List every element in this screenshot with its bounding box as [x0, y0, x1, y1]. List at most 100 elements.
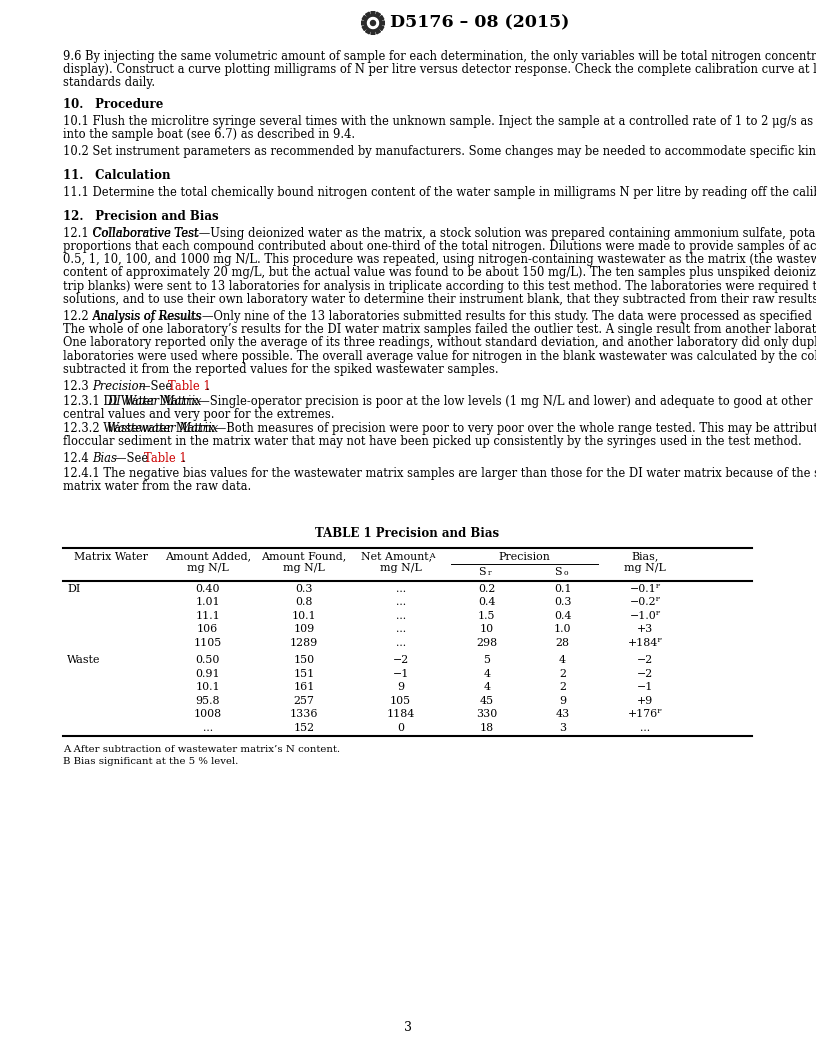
Text: 109: 109: [294, 624, 315, 635]
Text: 151: 151: [294, 668, 315, 679]
Text: 10.1: 10.1: [195, 682, 220, 692]
Text: mg N/L: mg N/L: [379, 563, 422, 572]
Text: ...: ...: [396, 597, 406, 607]
Text: +176ᴾ: +176ᴾ: [628, 710, 663, 719]
Text: subtracted it from the reported values for the spiked wastewater samples.: subtracted it from the reported values f…: [63, 363, 499, 376]
Text: 12. Precision and Bias: 12. Precision and Bias: [63, 210, 219, 223]
Text: 18: 18: [480, 722, 494, 733]
Text: 0.91: 0.91: [195, 668, 220, 679]
Text: ...: ...: [640, 722, 650, 733]
Text: −1.0ᴾ: −1.0ᴾ: [629, 610, 661, 621]
Text: One laboratory reported only the average of its three readings, without standard: One laboratory reported only the average…: [63, 337, 816, 350]
Text: matrix water from the raw data.: matrix water from the raw data.: [63, 480, 251, 493]
Text: 1.0: 1.0: [554, 624, 571, 635]
Text: 0.2: 0.2: [478, 584, 495, 593]
Text: 330: 330: [476, 710, 498, 719]
Text: 2: 2: [559, 668, 566, 679]
Text: 12.3.1 DI Water Matrix—Single-operator precision is poor at the low levels (1 mg: 12.3.1 DI Water Matrix—Single-operator p…: [63, 395, 816, 409]
Text: solutions, and to use their own laboratory water to determine their instrument b: solutions, and to use their own laborato…: [63, 293, 816, 306]
Text: 3: 3: [404, 1021, 412, 1034]
Text: 161: 161: [294, 682, 315, 692]
Text: 1289: 1289: [290, 638, 318, 647]
Text: 150: 150: [294, 655, 315, 665]
Text: Amount Found,: Amount Found,: [261, 551, 347, 562]
Text: DI Water Matrix: DI Water Matrix: [107, 395, 202, 409]
Text: 12.4: 12.4: [63, 452, 100, 465]
Text: 1336: 1336: [290, 710, 318, 719]
Text: mg N/L: mg N/L: [187, 563, 228, 572]
Text: 2: 2: [559, 682, 566, 692]
Text: −1: −1: [392, 668, 409, 679]
Text: 0.8: 0.8: [295, 597, 313, 607]
Text: 1.01: 1.01: [195, 597, 220, 607]
Text: Collaborative Test: Collaborative Test: [93, 227, 198, 240]
Text: o: o: [564, 568, 568, 577]
Text: 0: 0: [397, 722, 404, 733]
Polygon shape: [370, 20, 375, 25]
Text: standards daily.: standards daily.: [63, 76, 155, 90]
Text: —See: —See: [115, 452, 152, 465]
Text: 28: 28: [556, 638, 570, 647]
Text: 0.4: 0.4: [554, 610, 571, 621]
Text: 10.1: 10.1: [292, 610, 317, 621]
Text: mg N/L: mg N/L: [283, 563, 325, 572]
Text: ...: ...: [396, 610, 406, 621]
Text: −0.1ᴾ: −0.1ᴾ: [629, 584, 661, 593]
Text: .: .: [182, 452, 186, 465]
Text: 4: 4: [483, 682, 490, 692]
Text: 45: 45: [480, 696, 494, 705]
Text: Net Amount,: Net Amount,: [361, 551, 432, 562]
Text: .: .: [206, 380, 210, 393]
Text: −1: −1: [637, 682, 654, 692]
Text: 12.2 Analysis of Results—Only nine of the 13 laboratories submitted results for : 12.2 Analysis of Results—Only nine of th…: [63, 310, 816, 323]
Text: 11. Calculation: 11. Calculation: [63, 169, 171, 182]
Text: +184ᴾ: +184ᴾ: [628, 638, 663, 647]
Polygon shape: [366, 13, 370, 17]
Text: Analysis of Results: Analysis of Results: [93, 310, 202, 323]
Text: 0.40: 0.40: [196, 584, 220, 593]
Text: 9: 9: [559, 696, 566, 705]
Text: —See: —See: [139, 380, 176, 393]
Text: DI: DI: [67, 584, 80, 593]
Polygon shape: [371, 12, 375, 15]
Text: 10.2 Set instrument parameters as recommended by manufacturers. Some changes may: 10.2 Set instrument parameters as recomm…: [63, 145, 816, 158]
Polygon shape: [362, 25, 366, 31]
Text: 12.3.2 Wastewater Matrix—Both measures of precision were poor to very poor over : 12.3.2 Wastewater Matrix—Both measures o…: [63, 421, 816, 435]
Text: Bias,: Bias,: [632, 551, 659, 562]
Text: Table 1: Table 1: [168, 380, 211, 393]
Text: S: S: [478, 567, 486, 577]
Text: S: S: [554, 567, 561, 577]
Text: 0.5, 1, 10, 100, and 1000 mg N/L. This procedure was repeated, using nitrogen-co: 0.5, 1, 10, 100, and 1000 mg N/L. This p…: [63, 253, 816, 266]
Text: 152: 152: [294, 722, 315, 733]
Text: Matrix Water: Matrix Water: [74, 551, 149, 562]
Polygon shape: [371, 32, 375, 34]
Text: mg N/L: mg N/L: [624, 563, 666, 572]
Text: 1105: 1105: [193, 638, 222, 647]
Polygon shape: [362, 16, 366, 20]
Text: D5176 – 08 (2015): D5176 – 08 (2015): [390, 15, 570, 32]
Text: Waste: Waste: [67, 655, 100, 665]
Text: 43: 43: [556, 710, 570, 719]
Text: Wastewater Matrix: Wastewater Matrix: [107, 421, 218, 435]
Text: 12.4.1 The negative bias values for the wastewater matrix samples are larger tha: 12.4.1 The negative bias values for the …: [63, 467, 816, 480]
Text: floccular sediment in the matrix water that may not have been picked up consiste: floccular sediment in the matrix water t…: [63, 435, 802, 448]
Text: −0.2ᴾ: −0.2ᴾ: [630, 597, 661, 607]
Text: A: A: [428, 551, 434, 560]
Polygon shape: [381, 21, 384, 25]
Text: laboratories were used where possible. The overall average value for nitrogen in: laboratories were used where possible. T…: [63, 350, 816, 362]
Text: 9.6 By injecting the same volumetric amount of sample for each determination, th: 9.6 By injecting the same volumetric amo…: [63, 50, 816, 63]
Text: −2: −2: [637, 668, 654, 679]
Text: Bias: Bias: [92, 452, 117, 465]
Text: 257: 257: [294, 696, 315, 705]
Text: proportions that each compound contributed about one-third of the total nitrogen: proportions that each compound contribut…: [63, 240, 816, 253]
Text: content of approximately 20 mg/L, but the actual value was found to be about 150: content of approximately 20 mg/L, but th…: [63, 266, 816, 280]
Polygon shape: [361, 21, 365, 25]
Text: ...: ...: [396, 584, 406, 593]
Text: B Bias significant at the 5 % level.: B Bias significant at the 5 % level.: [63, 757, 238, 767]
Text: +3: +3: [637, 624, 654, 635]
Text: 0.3: 0.3: [295, 584, 313, 593]
Text: trip blanks) were sent to 13 laboratories for analysis in triplicate according t: trip blanks) were sent to 13 laboratorie…: [63, 280, 816, 293]
Text: 4: 4: [483, 668, 490, 679]
Text: 10.1 Flush the microlitre syringe several times with the unknown sample. Inject : 10.1 Flush the microlitre syringe severa…: [63, 115, 816, 128]
Text: +9: +9: [637, 696, 654, 705]
